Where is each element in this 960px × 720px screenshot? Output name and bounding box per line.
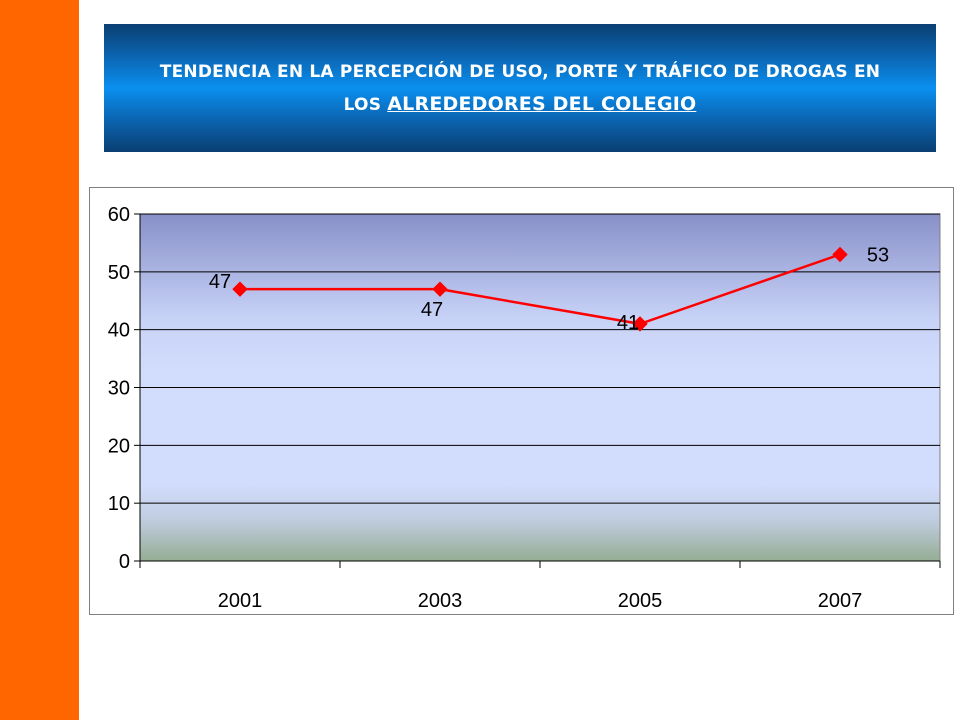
data-label: 53 xyxy=(867,244,889,266)
y-tick-label: 60 xyxy=(108,204,130,226)
x-tick-label: 2005 xyxy=(618,590,663,612)
data-point-marker xyxy=(632,316,648,332)
slide-title-emphasis: ALREDEDORES DEL COLEGIO xyxy=(387,92,697,115)
x-tick-label: 2001 xyxy=(218,590,263,612)
y-tick-label: 40 xyxy=(108,320,130,342)
y-tick-label: 10 xyxy=(108,493,130,515)
y-tick-label: 50 xyxy=(108,262,130,284)
y-tick-label: 0 xyxy=(119,551,130,573)
data-point-marker xyxy=(232,281,248,297)
series-line xyxy=(240,253,841,326)
y-tick-label: 20 xyxy=(108,435,130,457)
slide-title: TENDENCIA EN LA PERCEPCIÓN DE USO, PORTE… xyxy=(144,56,896,121)
data-point-marker xyxy=(432,281,448,297)
y-tick-label: 30 xyxy=(108,378,130,400)
x-tick-label: 2007 xyxy=(818,590,863,612)
title-banner: TENDENCIA EN LA PERCEPCIÓN DE USO, PORTE… xyxy=(104,24,936,152)
data-label: 47 xyxy=(421,299,443,321)
data-label: 41 xyxy=(617,312,639,334)
slide-title-main: TENDENCIA EN LA PERCEPCIÓN DE USO, PORTE… xyxy=(159,61,881,115)
x-tick-label: 2003 xyxy=(418,590,463,612)
data-point-marker xyxy=(832,246,848,263)
side-bar xyxy=(0,0,79,720)
data-label: 47 xyxy=(209,271,231,293)
